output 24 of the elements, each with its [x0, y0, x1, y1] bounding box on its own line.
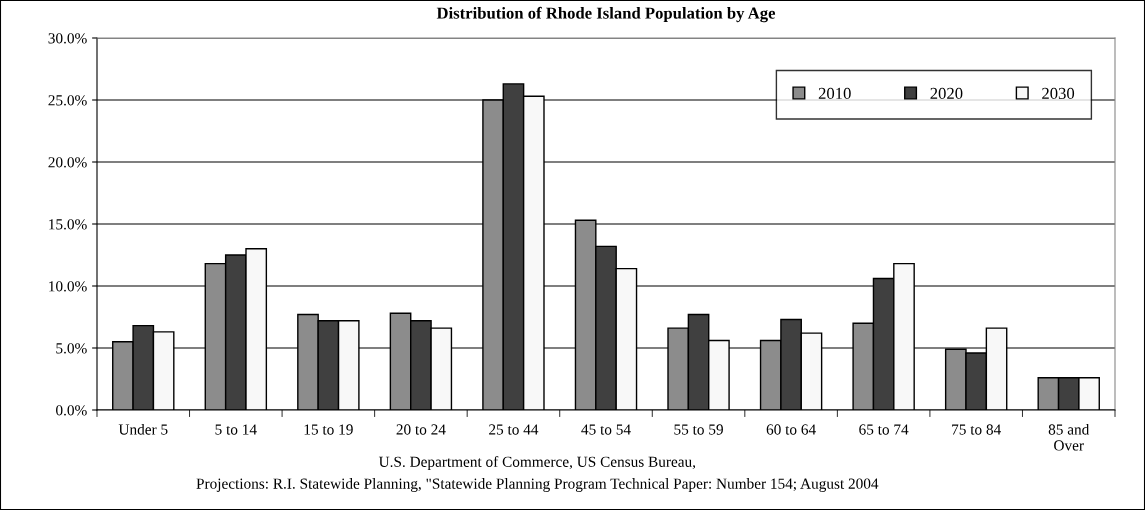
x-tick-label: 20 to 24	[396, 424, 446, 435]
y-tick-label: 15.0%	[49, 219, 87, 230]
x-tick-label: Under 5	[118, 423, 168, 435]
x-tick-label: 45 to 54	[581, 424, 631, 435]
x-tick-label: 55 to 59	[674, 424, 723, 435]
x-tick-label: 15 to 19	[304, 424, 353, 435]
y-tick-label: 25.0%	[48, 95, 87, 106]
x-tick-label: 75 to 84	[952, 424, 1001, 435]
legend-label: 2030	[1042, 87, 1075, 100]
y-tick-label: 30.0%	[48, 33, 87, 44]
y-tick-label: 10.0%	[49, 281, 87, 292]
y-tick-label: 5.0%	[56, 343, 87, 354]
x-tick-label: 85 and Over	[1048, 423, 1090, 451]
legend-label: 2020	[930, 87, 963, 100]
x-tick-label: 60 to 64	[766, 424, 816, 435]
text: Projections: R.I. Statewide Planning, "Statewide Planning Program Technical Paper: Number 154; August 2004	[196, 478, 879, 492]
y-tick-label: 0.0%	[56, 405, 87, 416]
text: U.S. Department of Commerce, US Census Bureau,	[378, 455, 696, 471]
legend-label: 2010	[818, 87, 851, 100]
x-tick-label: 25 to 44	[489, 424, 539, 435]
x-tick-label: 5 to 14	[215, 424, 257, 435]
y-tick-label: 20.0%	[48, 157, 87, 168]
chart-title: Distribution of Rhode Island Population by Age	[436, 6, 776, 23]
x-tick-label: 65 to 74	[859, 424, 909, 435]
